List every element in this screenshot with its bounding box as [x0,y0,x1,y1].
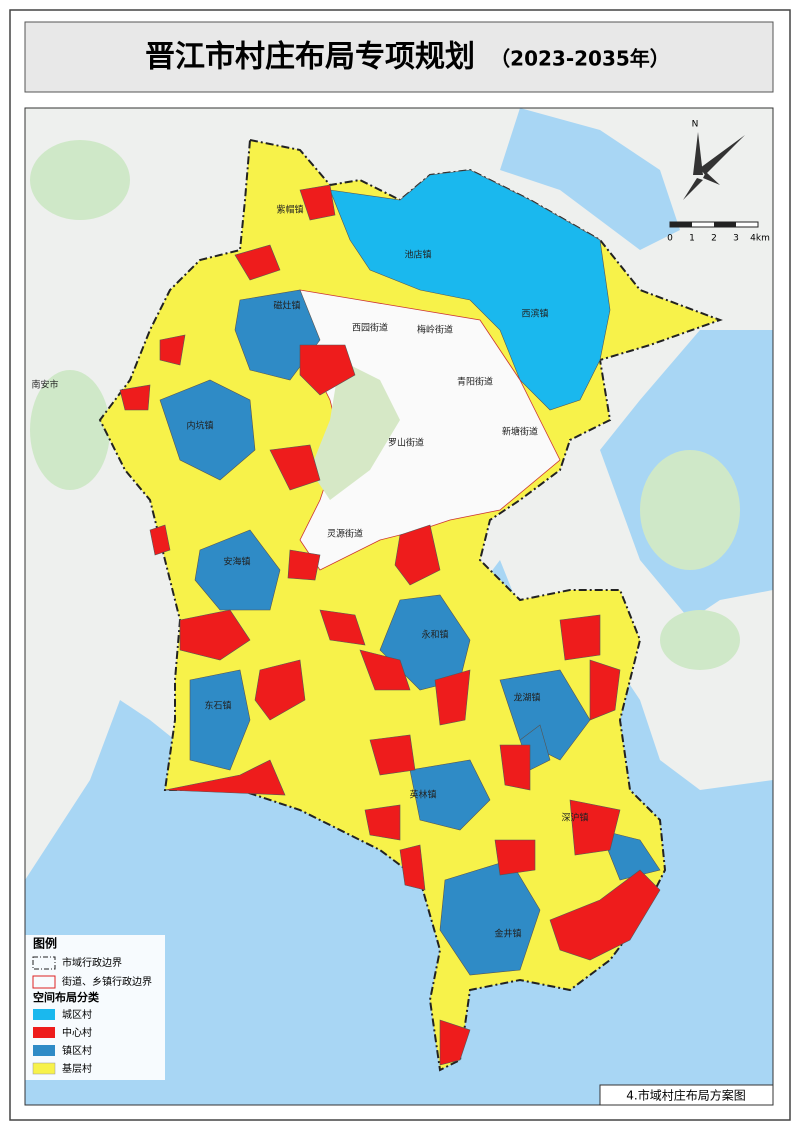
place-label: 梅岭街道 [417,324,453,336]
footer: 4.市域村庄布局方案图 [626,1088,745,1103]
legend-swatch [33,1009,55,1020]
green-area [310,360,400,500]
place-label: 龙湖镇 [513,692,540,704]
place-label: 磁灶镇 [273,300,300,312]
place-label: 深沪镇 [561,812,588,824]
green-area [30,370,110,490]
place-label: 永和镇 [421,629,448,641]
town-villages [159,289,661,976]
place-label: 西滨镇 [521,308,548,320]
legend-label: 街道、乡镇行政边界 [62,975,152,988]
bay [500,108,680,250]
legend-label: 基层村 [62,1062,92,1075]
title-box [24,21,774,93]
center-villages [119,184,661,1066]
place-labels: 紫帽镇 池店镇 磁灶镇 西园街道 梅岭街道 青阳街道 新塘街道 西滨镇 内坑镇 … [31,204,588,940]
legend-swatch [32,975,56,989]
place-label: 安海镇 [223,556,250,568]
legend-label: 中心村 [62,1026,92,1039]
map: 紫帽镇 池店镇 磁灶镇 西园街道 梅岭街道 青阳街道 新塘街道 西滨镇 内坑镇 … [25,108,773,1105]
green-area [30,140,130,220]
scale-bar: 0 1 2 3 4km [667,221,770,244]
legend-swatch [32,956,56,970]
legend-swatch [33,1045,55,1056]
subtitle: （2023-2035年） [490,47,670,71]
place-label: 罗山街道 [388,437,424,449]
north-symbol [683,132,745,200]
green-area [640,450,740,570]
scale-label: 0 [667,234,673,244]
scale-segment [670,222,692,227]
place-label: 灵源街道 [327,528,363,540]
place-label: 紫帽镇 [276,204,303,216]
legend-swatch [33,1027,55,1038]
legend-label: 市域行政边界 [62,956,122,969]
green-area [660,610,740,670]
scale-label: 2 [711,234,717,244]
place-label: 内坑镇 [186,420,213,432]
map-frame [24,107,774,1106]
north-label: N [692,120,699,130]
north-arrow: N [683,120,745,200]
scale-label: 1 [689,234,695,244]
scale-segment [714,222,736,227]
scale-label: 4km [750,234,770,244]
place-label: 池店镇 [404,249,431,261]
legend-subtitle: 空间布局分类 [33,990,100,1004]
legend-label: 城区村 [62,1008,92,1021]
legend: 图例 市域行政边界 街道、乡镇行政边界 空间布局分类 城区村 中心村 镇区村 基… [25,935,165,1080]
place-label: 青阳街道 [457,376,493,388]
legend-title: 图例 [33,936,57,951]
title: 晋江市村庄布局专项规划 [145,40,475,75]
footer-box [599,1084,774,1106]
legend-label: 镇区村 [62,1044,92,1057]
place-label: 新塘街道 [502,426,538,438]
place-label: 东石镇 [204,700,231,712]
place-label: 英林镇 [409,789,436,801]
scale-label: 3 [733,234,739,244]
place-label: 金井镇 [494,928,521,940]
place-label: 西园街道 [352,322,388,334]
place-label: 南安市 [31,379,58,391]
urban-village [329,169,611,411]
legend-swatch [32,1062,56,1075]
